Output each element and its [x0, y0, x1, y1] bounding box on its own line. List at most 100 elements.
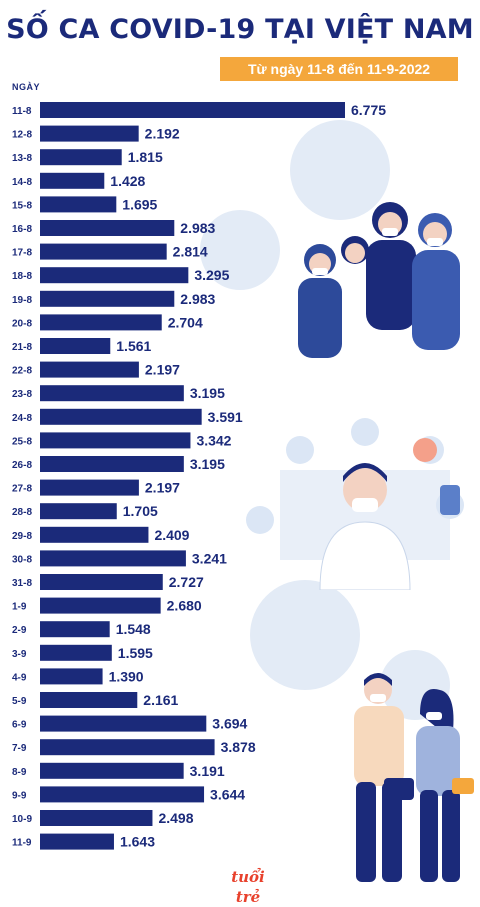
bar	[40, 290, 175, 307]
bar	[40, 385, 184, 402]
bar	[40, 833, 114, 850]
category-label: 11-9	[12, 838, 32, 849]
bar	[40, 762, 184, 779]
bar	[40, 479, 139, 496]
bar	[40, 597, 161, 614]
value-label: 2.727	[169, 574, 204, 590]
value-label: 1.428	[110, 173, 145, 189]
bar	[40, 526, 149, 543]
category-label: 7-9	[12, 743, 27, 754]
category-label: 20-8	[12, 318, 32, 329]
value-label: 3.295	[194, 267, 229, 283]
value-label: 2.498	[158, 810, 193, 826]
category-label: 29-8	[12, 531, 32, 542]
category-label: 1-9	[12, 602, 27, 613]
bar	[40, 574, 163, 590]
value-label: 1.548	[116, 621, 151, 637]
virus-decoration	[290, 120, 390, 220]
bar	[40, 243, 167, 260]
category-label: 8-9	[12, 767, 27, 778]
category-label: 5-9	[12, 696, 27, 707]
category-label: 3-9	[12, 649, 27, 660]
value-label: 2.983	[180, 220, 215, 236]
category-label: 25-8	[12, 436, 32, 447]
category-label: 10-9	[12, 814, 32, 825]
value-label: 1.390	[109, 668, 144, 684]
bar	[40, 550, 186, 567]
couple-illustration	[354, 673, 474, 882]
category-label: 14-8	[12, 177, 32, 188]
value-label: 2.192	[145, 126, 180, 142]
category-label: 22-8	[12, 366, 32, 377]
category-label: 17-8	[12, 248, 32, 259]
bar	[40, 125, 139, 142]
category-label: 28-8	[12, 507, 32, 518]
value-label: 1.705	[123, 503, 158, 519]
bar	[40, 786, 205, 803]
value-label: 1.643	[120, 834, 155, 850]
bar	[40, 668, 103, 685]
category-label: 12-8	[12, 130, 32, 141]
value-label: 1.561	[116, 338, 151, 354]
value-label: 2.983	[180, 291, 215, 307]
bar	[40, 432, 191, 449]
category-label: 4-9	[12, 672, 27, 683]
value-label: 6.775	[351, 102, 386, 118]
value-label: 1.695	[122, 196, 157, 212]
value-label: 1.815	[128, 149, 163, 165]
bar	[40, 196, 117, 213]
category-label: 15-8	[12, 200, 32, 211]
category-label: 26-8	[12, 460, 32, 471]
category-label: 13-8	[12, 153, 32, 164]
value-label: 3.694	[212, 716, 247, 732]
category-label: 19-8	[12, 295, 32, 306]
category-label: 30-8	[12, 554, 32, 565]
value-label: 2.409	[154, 527, 189, 543]
doctor-illustration	[246, 418, 464, 590]
category-label: 6-9	[12, 720, 27, 731]
value-label: 2.161	[143, 692, 178, 708]
value-label: 3.195	[190, 385, 225, 401]
bar	[40, 621, 110, 638]
bar	[40, 149, 122, 166]
value-label: 2.814	[173, 244, 208, 260]
virus-decoration	[250, 580, 360, 690]
bar	[40, 644, 112, 661]
category-label: 2-9	[12, 625, 27, 636]
category-label: 21-8	[12, 342, 32, 353]
value-label: 2.197	[145, 480, 180, 496]
category-label: 16-8	[12, 224, 32, 235]
bar	[40, 503, 117, 520]
value-label: 2.680	[167, 598, 202, 614]
category-label: 27-8	[12, 484, 32, 495]
tuoi-tre-logo: tuổi trẻ	[231, 868, 265, 906]
bar	[40, 739, 215, 756]
value-label: 3.191	[190, 763, 225, 779]
bar	[40, 361, 139, 378]
bar	[40, 102, 345, 118]
value-label: 3.241	[192, 550, 227, 566]
value-label: 3.644	[210, 786, 245, 802]
crowd-illustration	[298, 202, 460, 358]
y-axis-label: NGÀY	[12, 82, 41, 92]
page-title: SỐ CA COVID-19 TẠI VIỆT NAM	[6, 14, 474, 45]
category-label: 9-9	[12, 790, 27, 801]
category-label: 11-8	[12, 106, 32, 117]
bar	[40, 314, 162, 331]
bar	[40, 456, 184, 472]
bar	[40, 267, 189, 284]
bar	[40, 692, 138, 708]
value-label: 2.704	[168, 314, 203, 330]
value-label: 3.342	[196, 432, 231, 448]
value-label: 1.595	[118, 645, 153, 661]
category-label: 31-8	[12, 578, 32, 589]
date-range-badge: Từ ngày 11-8 đến 11-9-2022	[220, 57, 458, 81]
value-label: 3.591	[208, 409, 243, 425]
category-label: 24-8	[12, 413, 32, 424]
category-label: 23-8	[12, 389, 32, 400]
bar	[40, 715, 207, 732]
bar	[40, 220, 175, 236]
value-label: 3.878	[221, 739, 256, 755]
virus-decoration	[200, 210, 280, 290]
